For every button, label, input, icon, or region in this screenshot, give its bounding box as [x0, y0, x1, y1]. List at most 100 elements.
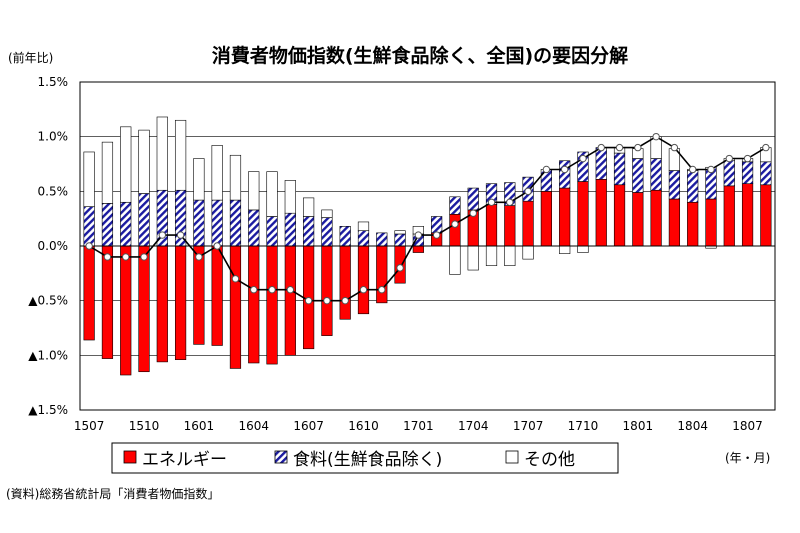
x-tick-label: 1807	[732, 419, 763, 433]
bar-segment	[577, 245, 589, 253]
bar-segment	[687, 170, 699, 203]
bar-segment	[229, 199, 242, 247]
total-point	[286, 286, 295, 294]
bar-segment	[705, 198, 717, 247]
bar-segment	[449, 245, 461, 275]
total-point	[524, 187, 532, 196]
x-axis-ticks: 1507 1510 1601 1604 1607 1610 1701 1704 1707 1710…	[74, 419, 763, 433]
bar-segment	[174, 245, 187, 361]
legend-box	[111, 442, 619, 474]
bar-segment	[559, 245, 571, 254]
total-point	[597, 143, 605, 152]
bar-segment	[229, 245, 242, 369]
total-point	[122, 253, 130, 261]
total-point	[688, 165, 697, 174]
total-point	[414, 231, 423, 239]
total-point	[542, 165, 551, 174]
x-tick-label: 1601	[184, 419, 215, 433]
bar-segment	[211, 145, 223, 201]
y-tick-label: 0.0%	[38, 239, 69, 253]
total-point	[323, 296, 331, 305]
bar-segment	[248, 209, 260, 247]
total-point	[396, 264, 404, 272]
bar-segment	[668, 170, 681, 200]
bar-segment	[394, 233, 406, 247]
total-point	[707, 165, 715, 174]
bar-segment	[193, 199, 205, 247]
bar-segment	[211, 199, 223, 247]
bar-segment	[229, 154, 242, 201]
bar-segment	[595, 179, 607, 247]
source-note: (資料)総務省統計局「消費者物価指数」	[6, 486, 219, 501]
total-point	[341, 296, 349, 305]
bar-segment	[650, 189, 662, 247]
total-point	[176, 231, 185, 239]
total-point	[140, 253, 148, 261]
bar-segment	[687, 201, 699, 247]
total-point	[725, 154, 733, 163]
bar-segment	[559, 187, 571, 247]
total-point	[743, 154, 752, 163]
bar-segment	[120, 245, 132, 376]
bar-segment	[668, 198, 681, 247]
x-tick-label: 1510	[129, 419, 160, 433]
bar-segment	[266, 216, 278, 247]
bar-segment	[284, 245, 296, 356]
bar-segment	[723, 185, 735, 247]
x-tick-label: 1710	[568, 419, 599, 433]
total-point	[634, 143, 642, 152]
bar-segment	[303, 197, 315, 217]
x-axis-unit-label: (年・月)	[725, 451, 770, 465]
x-tick-label: 1701	[403, 419, 434, 433]
chart-title: 消費者物価指数(生鮮食品除く、全国)の要因分解	[212, 44, 628, 67]
total-point	[469, 209, 477, 217]
bar-segment	[613, 184, 626, 247]
legend: エネルギー 食料(生鮮食品除く) その他	[111, 442, 619, 474]
y-tick-label: ▲1.0%	[28, 348, 68, 362]
bar-segment	[138, 193, 150, 247]
bar-segment	[357, 245, 370, 315]
bar-segment	[577, 181, 589, 247]
bar-segment	[559, 160, 571, 189]
bar-segment	[595, 147, 607, 180]
legend-swatch	[123, 450, 137, 464]
x-tick-label: 1704	[458, 419, 489, 433]
bar-segment	[357, 230, 370, 247]
total-point	[506, 198, 514, 206]
bar-segment	[577, 151, 589, 182]
bar-segment	[339, 245, 351, 320]
bar-segment	[156, 116, 168, 191]
total-point	[432, 231, 441, 239]
x-tick-label: 1804	[677, 419, 708, 433]
bar-segment	[101, 203, 114, 247]
y-tick-label: ▲0.5%	[28, 294, 68, 308]
total-point	[579, 154, 587, 163]
y-tick-label: 0.5%	[38, 184, 69, 198]
bar-segment	[120, 126, 132, 203]
bar-segment	[741, 183, 754, 247]
total-point	[158, 231, 167, 239]
legend-label: エネルギー	[142, 450, 227, 470]
total-point	[762, 143, 770, 152]
bar-segment	[376, 245, 388, 304]
total-point	[231, 275, 240, 283]
bar-segment	[741, 161, 754, 184]
bar-segment	[193, 245, 205, 345]
total-point	[213, 242, 221, 250]
bars	[83, 116, 772, 376]
total-point	[195, 253, 203, 261]
total-point	[615, 143, 624, 152]
bar-segment	[284, 212, 296, 247]
total-point	[560, 165, 569, 174]
bar-segment	[485, 204, 498, 247]
x-tick-label: 1801	[623, 419, 654, 433]
bar-segment	[760, 184, 772, 247]
bar-segment	[431, 216, 443, 234]
bar-segment	[211, 245, 223, 346]
bar-segment	[522, 200, 534, 247]
legend-swatch	[274, 450, 288, 464]
bar-segment	[101, 141, 114, 204]
bar-segment	[449, 213, 461, 247]
bar-segment	[504, 205, 516, 247]
